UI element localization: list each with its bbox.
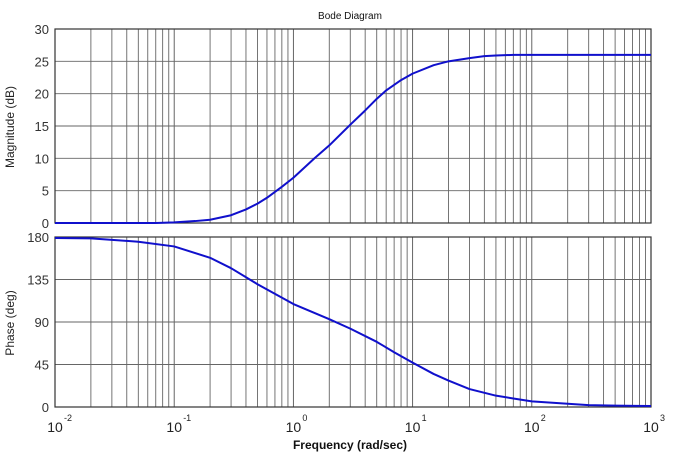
x-tick-base: 10 <box>286 419 302 435</box>
x-tick-base: 10 <box>643 419 659 435</box>
phase-series-line <box>54 236 652 408</box>
x-tick-label: 102 <box>524 413 546 435</box>
magnitude-panel: 0 5 10 15 20 25 30 <box>35 22 652 231</box>
x-tick-base: 10 <box>166 419 182 435</box>
magnitude-axes-frame <box>54 28 652 224</box>
x-tick-exponent: 1 <box>422 413 427 423</box>
magnitude-y-tick-label: 0 <box>42 216 49 231</box>
chart-title: Bode Diagram <box>318 11 382 22</box>
magnitude-y-axis-label: Magnitude (dB) <box>3 86 17 168</box>
x-tick-exponent: -1 <box>183 413 191 423</box>
x-tick-exponent: 2 <box>541 413 546 423</box>
magnitude-y-tick-label: 20 <box>35 87 49 102</box>
phase-y-axis-label: Phase (deg) <box>3 290 17 355</box>
x-tick-exponent: -2 <box>64 413 72 423</box>
magnitude-y-tick-label: 15 <box>35 119 49 134</box>
x-tick-label: 100 <box>286 413 308 435</box>
phase-y-tick-label: 45 <box>35 358 49 373</box>
x-tick-base: 10 <box>524 419 540 435</box>
x-axis-label: Frequency (rad/sec) <box>293 438 407 452</box>
x-tick-label: 10-2 <box>47 413 72 435</box>
magnitude-y-tick-label: 30 <box>35 22 49 37</box>
x-tick-base: 10 <box>47 419 63 435</box>
phase-y-tick-label: 90 <box>35 315 49 330</box>
magnitude-y-tick-label: 5 <box>42 184 49 199</box>
magnitude-y-tick-label: 10 <box>35 151 49 166</box>
x-tick-label: 101 <box>405 413 427 435</box>
phase-y-tick-label: 135 <box>27 273 49 288</box>
magnitude-y-tick-label: 25 <box>35 54 49 69</box>
x-tick-label: 103 <box>643 413 665 435</box>
x-tick-exponent: 3 <box>660 413 665 423</box>
phase-axes-frame <box>54 236 652 408</box>
phase-y-tick-label: 180 <box>27 230 49 245</box>
phase-y-tick-label: 0 <box>42 400 49 415</box>
phase-panel: 0 45 90 135 180 <box>27 230 652 415</box>
x-tick-label: 10-1 <box>166 413 191 435</box>
x-tick-exponent: 0 <box>302 413 307 423</box>
x-tick-base: 10 <box>405 419 421 435</box>
magnitude-series-line <box>55 53 651 224</box>
